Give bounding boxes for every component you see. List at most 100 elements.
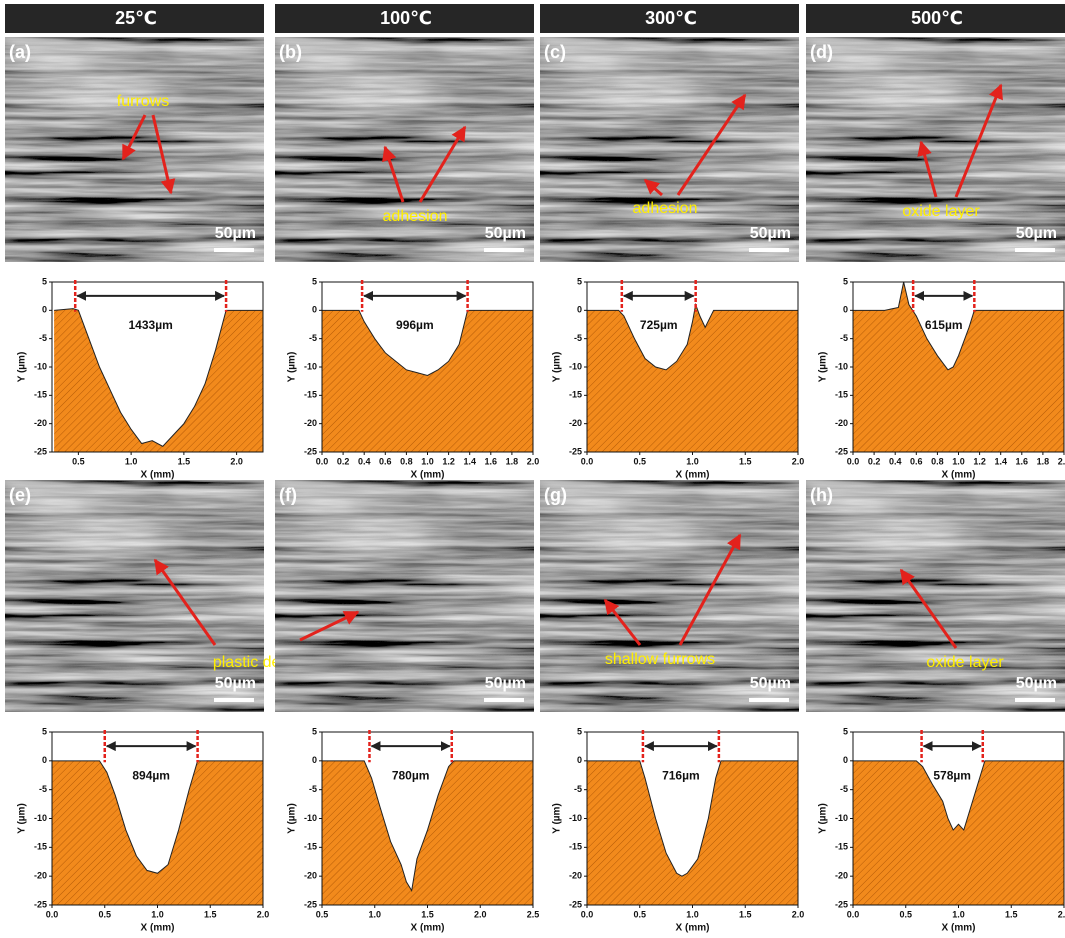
x-tick-label: 0.5 <box>72 456 85 466</box>
header-bar <box>806 4 1065 33</box>
header-label: 300℃ <box>645 8 697 28</box>
arrow <box>121 114 147 161</box>
y-axis-label: Y (µm) <box>17 352 28 383</box>
span-label: 996µm <box>396 318 434 332</box>
x-tick-label: 1.8 <box>1037 456 1050 466</box>
y-tick-label: -10 <box>34 813 47 823</box>
y-tick-label: -25 <box>34 899 47 909</box>
annotation: oxide layer <box>926 654 1004 671</box>
y-tick-label: 0 <box>42 305 47 315</box>
y-axis-label: Y (µm) <box>17 803 28 834</box>
y-tick-label: -5 <box>574 784 582 794</box>
x-tick-label: 2.0 <box>1058 909 1065 919</box>
y-tick-label: -5 <box>840 333 848 343</box>
header-label: 100℃ <box>380 8 432 28</box>
x-tick-label: 0.0 <box>46 909 59 919</box>
y-tick-label: 5 <box>312 726 317 736</box>
arrow <box>676 93 747 196</box>
header-bar <box>5 4 264 33</box>
y-tick-label: -10 <box>304 813 317 823</box>
x-tick-label: 1.5 <box>1005 909 1018 919</box>
y-tick-label: -25 <box>835 446 848 456</box>
y-tick-label: -15 <box>34 842 47 852</box>
arrow <box>899 568 958 649</box>
x-tick-label: 2.0 <box>474 909 487 919</box>
x-tick-label: 1.4 <box>994 456 1007 466</box>
scale-label: 50µm <box>485 675 526 692</box>
y-tick-label: -15 <box>835 842 848 852</box>
sem-image <box>5 480 264 712</box>
arrow <box>954 83 1003 198</box>
profile-area <box>853 282 1064 452</box>
x-tick-label: 1.0 <box>952 909 965 919</box>
y-axis-label: Y (µm) <box>287 352 298 383</box>
y-tick-label: -20 <box>569 871 582 881</box>
x-tick-label: 0.0 <box>581 909 594 919</box>
y-tick-label: -5 <box>840 784 848 794</box>
panel-label: (d) <box>810 42 833 62</box>
panel-label: (e) <box>9 485 31 505</box>
y-axis-label: Y (µm) <box>818 352 829 383</box>
profile-chart: 5 0 -5 -10 -15 -20 -250.0 0.5 1.0 1.5 2.0 X (mm) Y (… <box>17 726 270 933</box>
y-tick-label: -20 <box>304 871 317 881</box>
scale-bar <box>1015 698 1055 702</box>
panel-label: (a) <box>9 42 31 62</box>
span-label: 615µm <box>925 318 963 332</box>
profile-line <box>52 760 263 874</box>
y-tick-label: -5 <box>309 784 317 794</box>
scale-bar <box>749 248 789 252</box>
profile-area <box>322 310 533 452</box>
x-tick-label: 0.2 <box>337 456 350 466</box>
sem-image <box>275 37 534 262</box>
x-tick-label: 1.0 <box>686 909 699 919</box>
scale-label: 50µm <box>215 225 256 242</box>
profile-line <box>853 760 1064 832</box>
profile-area <box>54 308 263 452</box>
x-tick-label: 0.4 <box>358 456 371 466</box>
x-tick-label: 1.0 <box>125 456 138 466</box>
x-tick-label: 0.5 <box>316 909 329 919</box>
panel-label: (c) <box>544 42 566 62</box>
profile-line <box>322 760 533 892</box>
y-tick-label: -20 <box>569 418 582 428</box>
y-tick-label: -10 <box>569 813 582 823</box>
profile-chart: 5 0 -5 -10 -15 -20 -250.0 0.5 1.0 1.5 2.0 X (mm) Y (… <box>818 726 1065 933</box>
x-tick-label: 1.2 <box>973 456 986 466</box>
y-tick-label: -25 <box>569 899 582 909</box>
profile-chart: 5 0 -5 -10 -15 -20 -250.0 0.2 0.4 0.6 0.8 1.0 1.2 1.4… <box>818 276 1065 480</box>
header-label: 25℃ <box>115 8 157 28</box>
y-tick-label: -10 <box>569 361 582 371</box>
x-tick-label: 1.5 <box>178 456 191 466</box>
x-tick-label: 2.0 <box>527 456 540 466</box>
y-tick-label: -20 <box>835 871 848 881</box>
y-tick-label: -15 <box>304 390 317 400</box>
profile-chart: 5 0 -5 -10 -15 -20 -250.0 0.5 1.0 1.5 2.0 X (mm) Y (… <box>552 276 805 480</box>
y-tick-label: 5 <box>577 726 582 736</box>
profile-line <box>54 308 263 447</box>
y-tick-label: -25 <box>34 446 47 456</box>
sem-panel: (h) oxide layer 50µm <box>806 480 1065 712</box>
y-tick-label: 5 <box>42 726 47 736</box>
y-tick-label: -15 <box>34 390 47 400</box>
sem-panel: (d) oxide layer 50µm <box>806 37 1065 262</box>
scale-label: 50µm <box>1016 225 1057 242</box>
sem-image <box>540 37 799 262</box>
y-tick-label: -25 <box>835 899 848 909</box>
scale-bar <box>214 698 254 702</box>
arrow <box>382 145 405 203</box>
x-tick-label: 0.0 <box>316 456 329 466</box>
sem-panel: (f) 50µm <box>275 480 534 712</box>
profile-area <box>853 760 1064 905</box>
y-tick-label: 5 <box>843 726 848 736</box>
x-tick-label: 2.0 <box>257 909 270 919</box>
header-bar <box>275 4 534 33</box>
y-tick-label: -25 <box>569 446 582 456</box>
x-tick-label: 0.0 <box>581 456 594 466</box>
x-tick-label: 0.0 <box>847 909 860 919</box>
x-tick-label: 0.4 <box>889 456 902 466</box>
sem-image <box>275 480 534 712</box>
profile-chart: 5 0 -5 -10 -15 -20 -250.0 0.5 1.0 1.5 2.0 X (mm) Y (… <box>552 726 805 933</box>
y-tick-label: -5 <box>574 333 582 343</box>
annotation: furrows <box>117 93 169 110</box>
